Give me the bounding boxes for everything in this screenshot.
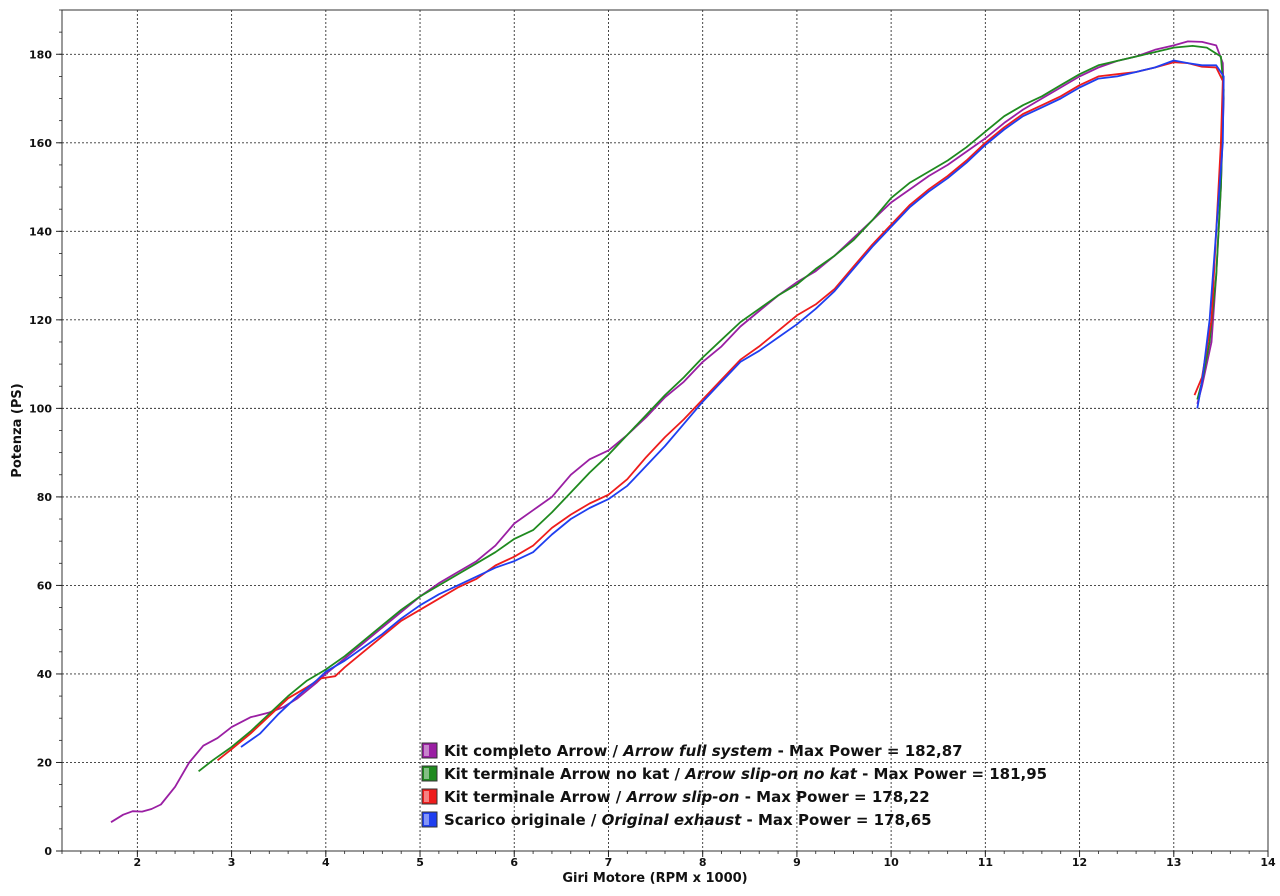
y-tick-label: 180 <box>29 48 52 61</box>
x-tick-label: 2 <box>134 856 142 869</box>
legend-dash: - <box>857 765 874 783</box>
legend-swatch <box>421 811 438 828</box>
legend-max-power: Max Power = 182,87 <box>789 742 963 760</box>
y-tick-label: 20 <box>37 756 53 769</box>
legend-dash: - <box>741 811 758 829</box>
legend-entry: Kit terminale Arrow no kat / Arrow slip-… <box>444 765 1047 783</box>
y-tick-label: 60 <box>37 579 53 592</box>
series-line-2 <box>198 45 1225 773</box>
y-tick-label: 80 <box>37 491 53 504</box>
series-line-4 <box>240 59 1225 748</box>
legend-name-it: Kit completo Arrow <box>444 742 607 760</box>
legend-swatch <box>421 742 438 759</box>
y-tick-label: 140 <box>29 225 52 238</box>
x-axis-title: Giri Motore (RPM x 1000) <box>562 871 747 886</box>
legend-swatch-shine <box>424 791 429 802</box>
legend-dash: - <box>772 742 789 760</box>
x-tick-label: 7 <box>605 856 613 869</box>
grid-lines <box>62 10 1269 852</box>
legend-max-power: Max Power = 178,65 <box>758 811 932 829</box>
y-tick-label: 100 <box>29 402 52 415</box>
legend-dash: - <box>739 788 756 806</box>
legend-entry: Scarico originale / Original exhaust - M… <box>444 811 932 829</box>
legend-separator: / <box>611 788 627 806</box>
x-tick-label: 10 <box>883 856 899 869</box>
x-tick-label: 13 <box>1166 856 1181 869</box>
legend-separator: / <box>607 742 623 760</box>
legend-name-en: Arrow full system <box>622 742 772 760</box>
x-tick-label: 9 <box>793 856 801 869</box>
legend-name-it: Scarico originale <box>444 811 586 829</box>
legend-entry: Kit terminale Arrow / Arrow slip-on - Ma… <box>444 788 930 806</box>
legend-max-power: Max Power = 178,22 <box>756 788 930 806</box>
y-axis-title: Potenza (PS) <box>10 383 25 477</box>
legend-name-it: Kit terminale Arrow <box>444 788 611 806</box>
legend-name-en: Arrow slip-on <box>626 788 740 806</box>
legend-max-power: Max Power = 181,95 <box>874 765 1048 783</box>
legend-name-en: Original exhaust <box>602 811 743 829</box>
x-tick-label: 14 <box>1260 856 1276 869</box>
y-tick-label: 120 <box>29 314 52 327</box>
legend-name-it: Kit terminale Arrow no kat <box>444 765 669 783</box>
x-tick-label: 5 <box>416 856 424 869</box>
y-tick-label: 160 <box>29 137 52 150</box>
legend-swatch-shine <box>424 814 429 825</box>
legend-separator: / <box>669 765 685 783</box>
legend-separator: / <box>586 811 602 829</box>
y-tick-label: 0 <box>44 845 52 858</box>
x-tick-label: 6 <box>510 856 518 869</box>
legend-swatch <box>421 788 438 805</box>
legend-swatch <box>421 765 438 782</box>
x-tick-label: 8 <box>699 856 707 869</box>
series-lines <box>110 40 1225 823</box>
x-tick-label: 12 <box>1072 856 1087 869</box>
plot-area <box>61 9 1269 852</box>
legend: Kit completo Arrow / Arrow full system -… <box>421 742 1047 829</box>
legend-name-en: Arrow slip-on no kat <box>684 765 857 783</box>
legend-entry: Kit completo Arrow / Arrow full system -… <box>444 742 963 760</box>
y-tick-label: 40 <box>37 668 53 681</box>
x-tick-label: 11 <box>978 856 993 869</box>
x-tick-label: 4 <box>322 856 330 869</box>
x-tick-label: 3 <box>228 856 236 869</box>
legend-swatch-shine <box>424 745 429 756</box>
legend-swatch-shine <box>424 768 429 779</box>
axes: 2 3 4 5 6 7 8 9 10 11 12 13 140204060801001201401601… <box>29 9 1276 869</box>
